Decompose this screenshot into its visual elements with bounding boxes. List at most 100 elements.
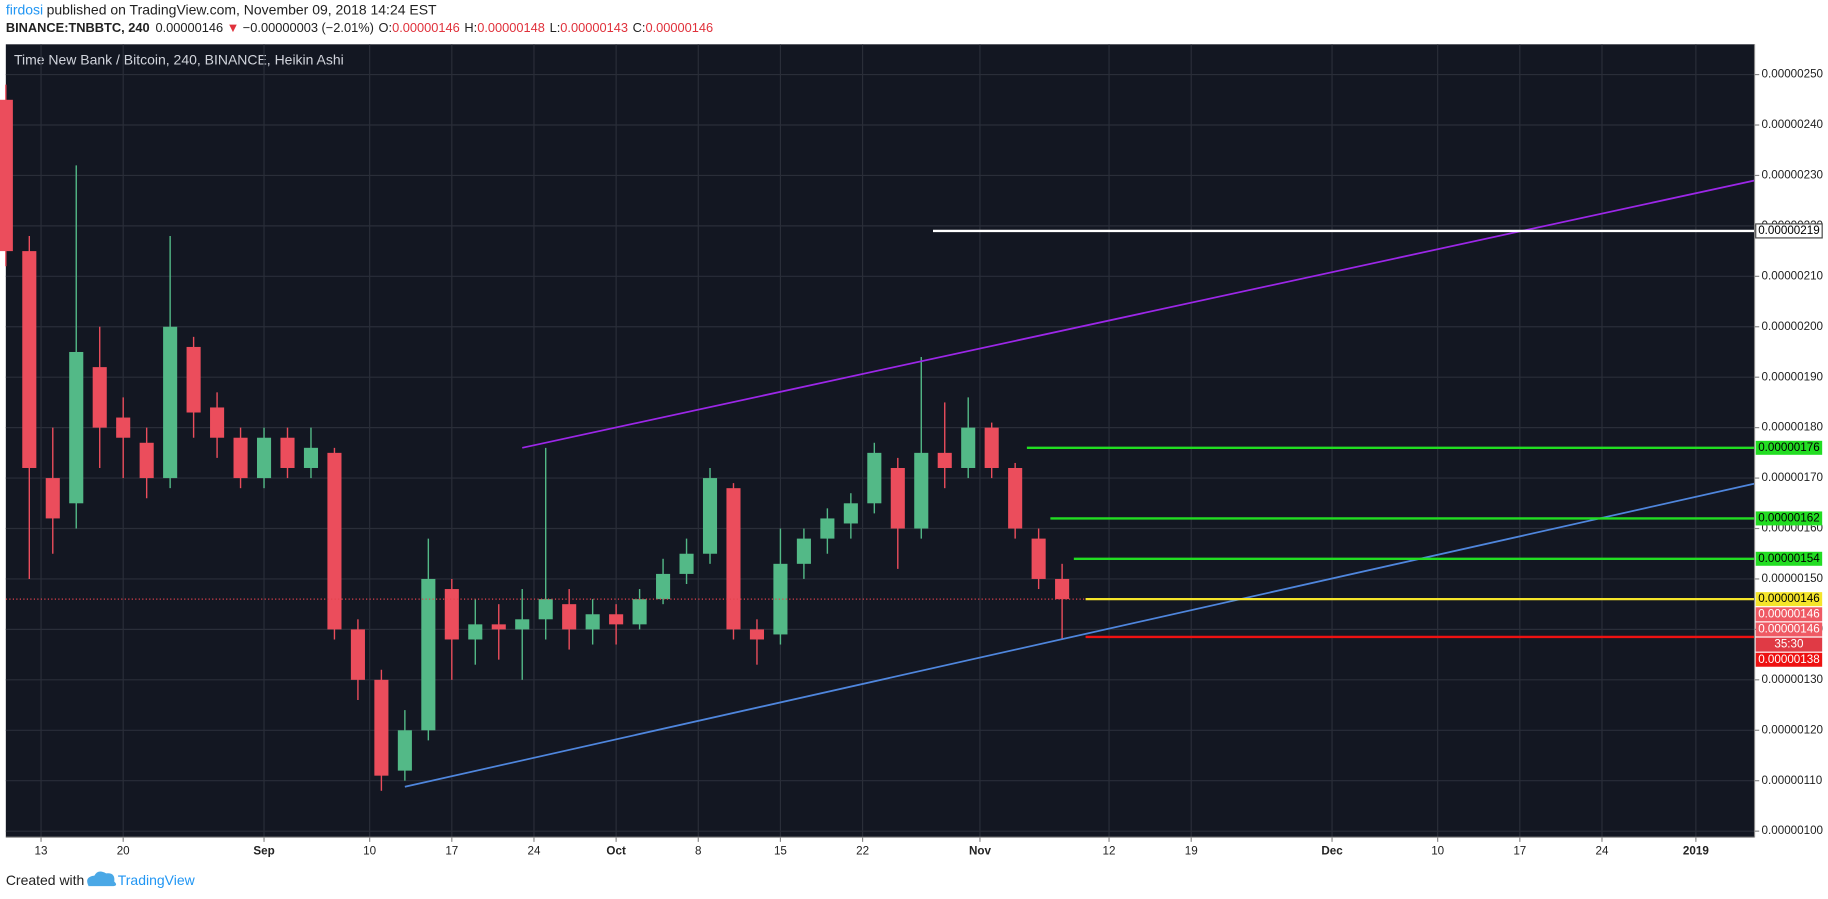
candle-body <box>820 518 835 539</box>
x-tick-label: Nov <box>969 844 992 857</box>
candle-body <box>303 447 319 468</box>
candle-body <box>116 417 131 438</box>
candle-body <box>984 427 999 468</box>
candle-body <box>374 679 389 776</box>
footer-brand[interactable]: TradingView <box>118 872 196 888</box>
x-tick-label: 2019 <box>1683 844 1709 857</box>
x-tick-label: 19 <box>1185 844 1198 857</box>
candle-body <box>679 553 694 574</box>
x-tick-label: 24 <box>527 844 540 857</box>
candle-body <box>1008 467 1023 529</box>
candle-body <box>843 503 858 524</box>
candle-body <box>914 452 929 529</box>
c-value: 0.00000146 <box>645 21 713 36</box>
candle-body <box>773 563 788 635</box>
y-tick-label: 0.00000130 <box>1762 673 1824 686</box>
price-badge-label: 0.00000146 <box>1758 623 1819 636</box>
o-label: O: <box>379 21 393 36</box>
candle-body <box>562 604 577 630</box>
candle-body <box>749 629 765 640</box>
price-badge-label: 0.00000146 <box>1758 592 1819 605</box>
o-value: 0.00000146 <box>392 21 460 36</box>
x-tick-label: 24 <box>1596 844 1609 857</box>
price-badge <box>1755 652 1823 667</box>
symbol-line: BINANCE:TNBBTC, 240 0.00000146 ▼ −0.0000000… <box>6 21 713 36</box>
y-tick-label: 0.00000170 <box>1762 471 1824 484</box>
price-badge <box>1755 223 1823 239</box>
h-label: H: <box>464 21 477 36</box>
h-value: 0.00000148 <box>477 21 545 36</box>
y-tick-label: 0.00000200 <box>1762 320 1824 333</box>
x-tick-label: 10 <box>1431 844 1444 857</box>
candle-body <box>327 452 342 630</box>
y-tick-label: 0.00000100 <box>1762 824 1824 837</box>
candle-body <box>491 624 506 630</box>
price-badge <box>1755 440 1823 455</box>
candle-body <box>139 442 154 479</box>
candle-body <box>186 346 201 413</box>
candle-body <box>163 326 178 479</box>
x-tick-label: Oct <box>606 844 626 857</box>
candle-body <box>468 624 483 640</box>
candle-body <box>515 619 530 630</box>
candle-body <box>1031 538 1046 579</box>
price-badge <box>1755 511 1823 526</box>
chart-title: Time New Bank / Bitcoin, 240, BINANCE, H… <box>14 51 344 67</box>
price-badge <box>1755 622 1823 637</box>
candle-body <box>609 614 624 625</box>
y-tick-label: 0.00000120 <box>1762 723 1824 736</box>
candle-body <box>1055 578 1070 600</box>
plot-background <box>5 44 1755 838</box>
candle-body <box>538 599 553 620</box>
y-tick-label: 0.00000180 <box>1762 421 1824 434</box>
x-tick-label: 20 <box>117 844 130 857</box>
price-badge <box>1755 592 1823 607</box>
candle-body <box>890 467 905 529</box>
arrow: ▼ <box>227 21 240 36</box>
candle-body <box>961 427 976 468</box>
y-tick-label: 0.00000190 <box>1762 370 1824 383</box>
candle-body <box>444 589 459 640</box>
candle-body <box>397 730 412 771</box>
price-badge <box>1755 637 1823 652</box>
author[interactable]: firdosi <box>6 1 43 17</box>
price-badge-label: 35:30 <box>1774 638 1804 651</box>
trendline <box>522 179 1755 449</box>
x-tick-label: 10 <box>363 844 376 857</box>
trendline <box>404 482 1755 788</box>
x-tick-label: 13 <box>35 844 48 857</box>
price-badge-label: 0.00000146 <box>1758 607 1819 620</box>
plot-area: Time New Bank / Bitcoin, 240, BINANCE, H… <box>0 44 1828 857</box>
y-tick-label: 0.00000230 <box>1762 169 1824 182</box>
x-tick-label: 15 <box>774 844 787 857</box>
candle-body <box>210 407 225 438</box>
l-value: 0.00000143 <box>560 21 628 36</box>
x-tick-label: 17 <box>445 844 458 857</box>
candle-body <box>350 629 365 680</box>
candle-body <box>45 478 60 519</box>
candle-body <box>937 452 952 468</box>
price-badge <box>1755 551 1823 566</box>
header-line: firdosi published on TradingView.com, Nov… <box>6 1 437 17</box>
footer-created: Created with <box>6 872 85 888</box>
candle-body <box>867 452 882 504</box>
price-badge-label: 0.00000176 <box>1758 441 1819 454</box>
y-tick-label: 0.00000210 <box>1762 269 1824 282</box>
x-tick-label: 8 <box>695 844 701 857</box>
price-badge-label: 0.00000138 <box>1758 653 1819 666</box>
x-tick-label: Dec <box>1321 844 1343 857</box>
y-tick-label: 0.00000250 <box>1762 68 1824 81</box>
x-tick-label: Sep <box>253 844 274 857</box>
x-tick-label: 12 <box>1103 844 1116 857</box>
candle-body <box>632 599 647 625</box>
candle-body <box>22 251 37 468</box>
candle-body <box>702 478 718 554</box>
x-tick-label: 22 <box>856 844 869 857</box>
price-badge-label: 0.00000154 <box>1758 552 1820 565</box>
candle-body <box>796 538 811 564</box>
y-tick-label: 0.00000110 <box>1762 774 1823 787</box>
candle-body <box>92 367 107 428</box>
last: 0.00000146 <box>155 21 223 36</box>
candle-body <box>233 437 248 479</box>
